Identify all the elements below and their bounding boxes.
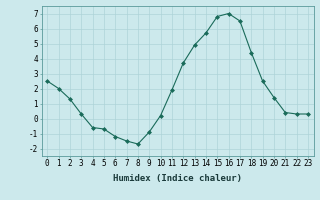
X-axis label: Humidex (Indice chaleur): Humidex (Indice chaleur)	[113, 174, 242, 183]
